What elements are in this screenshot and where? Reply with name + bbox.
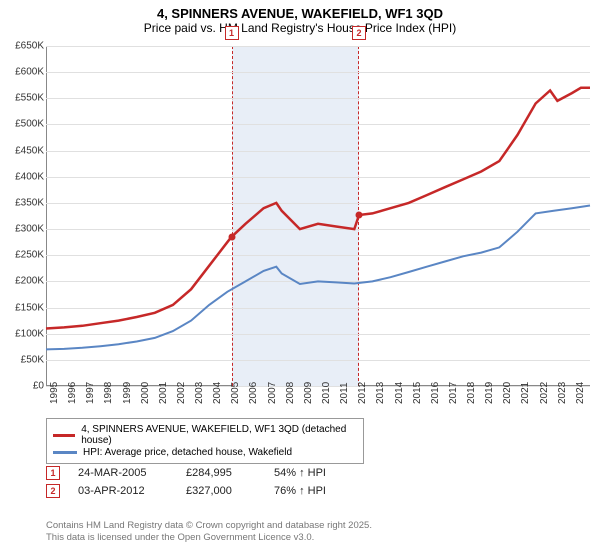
legend-swatch — [53, 434, 75, 437]
x-axis-tick-label: 2017 — [448, 382, 459, 404]
x-axis-tick-label: 1995 — [49, 382, 60, 404]
x-axis-tick-label: 2011 — [339, 382, 350, 404]
x-axis-tick-label: 2018 — [466, 382, 477, 404]
x-axis-tick-label: 2006 — [248, 382, 259, 404]
chart-plot-area: 12 — [46, 46, 590, 386]
x-axis-tick-label: 2003 — [194, 382, 205, 404]
y-axis-tick-label: £150K — [4, 302, 44, 313]
legend-swatch — [53, 451, 77, 454]
sale-row: 1 24-MAR-2005 £284,995 54% ↑ HPI — [46, 466, 364, 480]
x-axis-tick-label: 1997 — [85, 382, 96, 404]
x-axis-tick-label: 2000 — [140, 382, 151, 404]
chart-title-line2: Price paid vs. HM Land Registry's House … — [0, 21, 600, 35]
legend-item: 4, SPINNERS AVENUE, WAKEFIELD, WF1 3QD (… — [53, 424, 357, 446]
y-axis-tick-label: £600K — [4, 67, 44, 78]
footer-line1: Contains HM Land Registry data © Crown c… — [46, 520, 372, 532]
sale-row: 2 03-APR-2012 £327,000 76% ↑ HPI — [46, 484, 364, 498]
sale-date: 03-APR-2012 — [78, 485, 168, 497]
series-line-hpi — [46, 206, 590, 350]
sale-marker-dot — [228, 233, 235, 240]
x-axis-tick-label: 2001 — [158, 382, 169, 404]
y-axis-tick-label: £100K — [4, 328, 44, 339]
y-axis-tick-label: £50K — [4, 354, 44, 365]
line-series-svg — [46, 46, 590, 386]
x-axis-tick-label: 2013 — [375, 382, 386, 404]
x-axis-tick-label: 1999 — [122, 382, 133, 404]
legend-label: 4, SPINNERS AVENUE, WAKEFIELD, WF1 3QD (… — [81, 424, 357, 446]
y-axis-tick-label: £350K — [4, 197, 44, 208]
y-axis-tick-label: £450K — [4, 145, 44, 156]
chart-legend: 4, SPINNERS AVENUE, WAKEFIELD, WF1 3QD (… — [46, 418, 364, 464]
sale-marker-box: 1 — [225, 26, 239, 40]
x-axis-tick-label: 2022 — [539, 382, 550, 404]
x-axis-tick-label: 2023 — [557, 382, 568, 404]
x-axis-tick-label: 2014 — [394, 382, 405, 404]
legend-item: HPI: Average price, detached house, Wake… — [53, 447, 357, 458]
x-axis-tick-label: 2016 — [430, 382, 441, 404]
x-axis-tick-label: 2005 — [230, 382, 241, 404]
x-axis-tick-label: 2019 — [484, 382, 495, 404]
x-axis-tick-label: 2004 — [212, 382, 223, 404]
x-axis-tick-label: 2009 — [303, 382, 314, 404]
sale-hpi-delta: 54% ↑ HPI — [274, 467, 364, 479]
sale-price: £284,995 — [186, 467, 256, 479]
y-axis-tick-label: £550K — [4, 93, 44, 104]
series-line-price_paid — [46, 88, 590, 329]
y-axis-tick-label: £300K — [4, 224, 44, 235]
x-axis-tick-label: 2012 — [357, 382, 368, 404]
x-axis-tick-label: 2002 — [176, 382, 187, 404]
chart-title-line1: 4, SPINNERS AVENUE, WAKEFIELD, WF1 3QD — [0, 6, 600, 21]
sale-marker-dot — [355, 211, 362, 218]
x-axis-tick-label: 1996 — [67, 382, 78, 404]
x-axis-tick-label: 2020 — [502, 382, 513, 404]
sale-date: 24-MAR-2005 — [78, 467, 168, 479]
sale-marker-icon: 2 — [46, 484, 60, 498]
sale-marker-box: 2 — [352, 26, 366, 40]
x-axis-tick-label: 2008 — [285, 382, 296, 404]
x-axis-tick-label: 2021 — [520, 382, 531, 404]
y-axis-tick-label: £200K — [4, 276, 44, 287]
sale-events-table: 1 24-MAR-2005 £284,995 54% ↑ HPI 2 03-AP… — [46, 462, 364, 502]
sale-marker-icon: 1 — [46, 466, 60, 480]
x-axis-tick-label: 1998 — [103, 382, 114, 404]
x-axis-tick-label: 2010 — [321, 382, 332, 404]
legend-label: HPI: Average price, detached house, Wake… — [83, 447, 292, 458]
y-axis-tick-label: £0 — [4, 381, 44, 392]
y-axis-tick-label: £650K — [4, 41, 44, 52]
x-axis-tick-label: 2015 — [412, 382, 423, 404]
footer-attribution: Contains HM Land Registry data © Crown c… — [46, 520, 372, 545]
y-axis-tick-label: £400K — [4, 171, 44, 182]
sale-hpi-delta: 76% ↑ HPI — [274, 485, 364, 497]
x-axis-tick-label: 2007 — [267, 382, 278, 404]
sale-price: £327,000 — [186, 485, 256, 497]
y-axis-tick-label: £250K — [4, 250, 44, 261]
x-axis-tick-label: 2024 — [575, 382, 586, 404]
footer-line2: This data is licensed under the Open Gov… — [46, 532, 372, 544]
y-axis-tick-label: £500K — [4, 119, 44, 130]
